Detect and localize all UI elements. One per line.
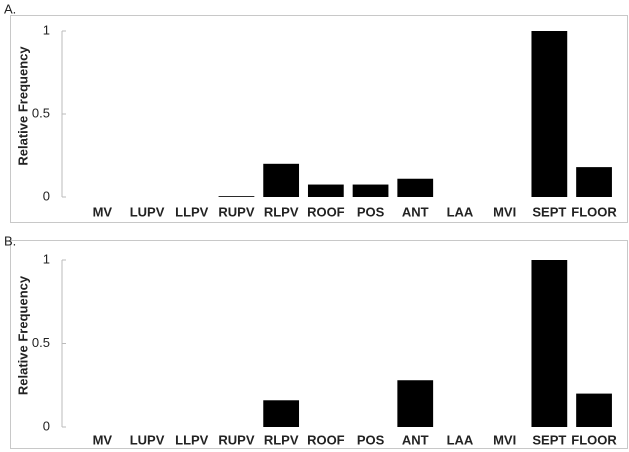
- bar: [263, 400, 300, 427]
- bar: [531, 31, 568, 197]
- x-tick-label: FLOOR: [571, 432, 617, 447]
- x-tick-label: ANT: [402, 432, 429, 447]
- bar: [531, 260, 568, 427]
- x-tick-label: FLOOR: [571, 204, 617, 219]
- x-tick-label: SEPT: [532, 204, 566, 219]
- bar: [397, 178, 434, 197]
- x-tick-label: RLPV: [264, 432, 299, 447]
- y-axis-label: Relative Frequency: [15, 275, 30, 395]
- bar: [576, 167, 612, 197]
- y-tick-label: 0: [43, 188, 50, 203]
- x-tick-label: MVI: [493, 204, 516, 219]
- x-tick-label: ROOF: [307, 432, 345, 447]
- x-tick-label: LUPV: [130, 204, 165, 219]
- x-tick-label: LLPV: [175, 204, 209, 219]
- panel-label: B.: [4, 233, 16, 248]
- x-tick-label: RUPV: [218, 204, 254, 219]
- x-tick-label: ROOF: [307, 204, 345, 219]
- panel-label: A.: [4, 1, 16, 16]
- x-tick-label: LAA: [447, 204, 474, 219]
- y-tick-label: 1: [43, 22, 50, 37]
- y-tick-label: 0: [43, 418, 50, 433]
- x-tick-label: MV: [93, 204, 113, 219]
- panel-frame: [10, 240, 628, 449]
- x-tick-label: RLPV: [264, 204, 299, 219]
- x-tick-label: MV: [93, 432, 113, 447]
- bar: [397, 380, 434, 427]
- bar: [218, 196, 255, 197]
- x-tick-label: POS: [357, 432, 385, 447]
- x-tick-label: SEPT: [532, 432, 566, 447]
- bar: [352, 184, 389, 197]
- x-tick-label: RUPV: [218, 432, 254, 447]
- y-tick-label: 1: [43, 251, 50, 266]
- y-tick-label: 0.5: [32, 105, 50, 120]
- x-tick-label: POS: [357, 204, 385, 219]
- bar: [307, 184, 344, 197]
- x-tick-label: LAA: [447, 432, 474, 447]
- y-axis-label: Relative Frequency: [15, 46, 30, 166]
- x-tick-label: LLPV: [175, 432, 209, 447]
- bar: [263, 163, 300, 197]
- x-tick-label: MVI: [493, 432, 516, 447]
- x-tick-label: ANT: [402, 204, 429, 219]
- bar: [576, 393, 612, 427]
- panel-frame: [10, 15, 628, 223]
- y-tick-label: 0.5: [32, 335, 50, 350]
- x-tick-label: LUPV: [130, 432, 165, 447]
